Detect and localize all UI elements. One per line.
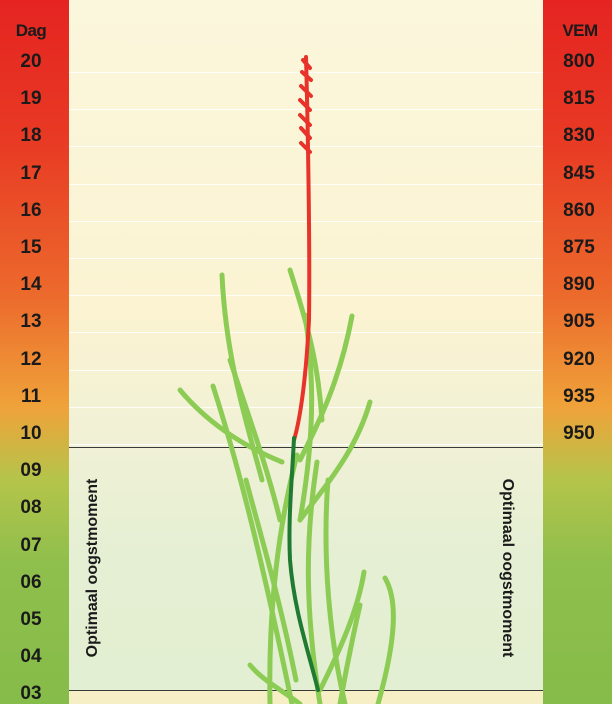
vem-label: 920 <box>563 348 595 370</box>
day-label: 03 <box>20 683 42 705</box>
flower-stem <box>292 55 313 442</box>
day-label: 08 <box>20 497 42 519</box>
vem-label: 950 <box>563 423 595 444</box>
day-label: 10 <box>20 423 42 444</box>
vem-label: 860 <box>563 199 595 221</box>
day-label: 16 <box>20 199 42 221</box>
leaf-blades <box>177 267 396 704</box>
day-label: 06 <box>20 571 42 593</box>
vem-label: 905 <box>563 311 595 333</box>
day-label: 19 <box>20 88 42 110</box>
day-label: 04 <box>20 646 42 668</box>
gridline <box>69 407 543 408</box>
gridline <box>69 258 543 259</box>
day-label: 17 <box>20 162 42 184</box>
optimal-harvest-label-right: Optimaal oogstmoment <box>499 478 516 658</box>
vem-label: 890 <box>563 274 595 296</box>
vem-scale-bar <box>543 0 612 704</box>
day-label: 20 <box>20 51 42 72</box>
vem-label: 800 <box>563 51 595 72</box>
day-label: 18 <box>20 125 42 147</box>
gridline <box>69 221 543 222</box>
day-label: 11 <box>20 385 42 407</box>
lower-stem <box>287 436 320 692</box>
vem-label: 830 <box>563 125 595 147</box>
day-label: 12 <box>20 348 42 370</box>
day-label: 14 <box>20 274 42 296</box>
vem-label: 935 <box>563 385 595 407</box>
day-label: 15 <box>20 237 42 258</box>
vem-header: VEM <box>562 21 598 40</box>
day-label: 05 <box>20 609 42 630</box>
bottom-strip <box>69 690 543 704</box>
gridline <box>69 295 543 296</box>
gridline <box>69 184 543 185</box>
optimal-window-bottom-line <box>69 690 543 691</box>
vem-label: 815 <box>563 88 595 110</box>
vem-label: 845 <box>563 162 595 184</box>
day-scale-bar <box>0 0 69 704</box>
day-label: 09 <box>20 460 42 482</box>
vem-label: 875 <box>563 237 595 258</box>
day-label: 07 <box>20 534 42 556</box>
day-header: Dag <box>15 21 47 40</box>
optimal-harvest-label-left: Optimaal oogstmoment <box>84 478 101 658</box>
day-label: 13 <box>20 311 42 333</box>
